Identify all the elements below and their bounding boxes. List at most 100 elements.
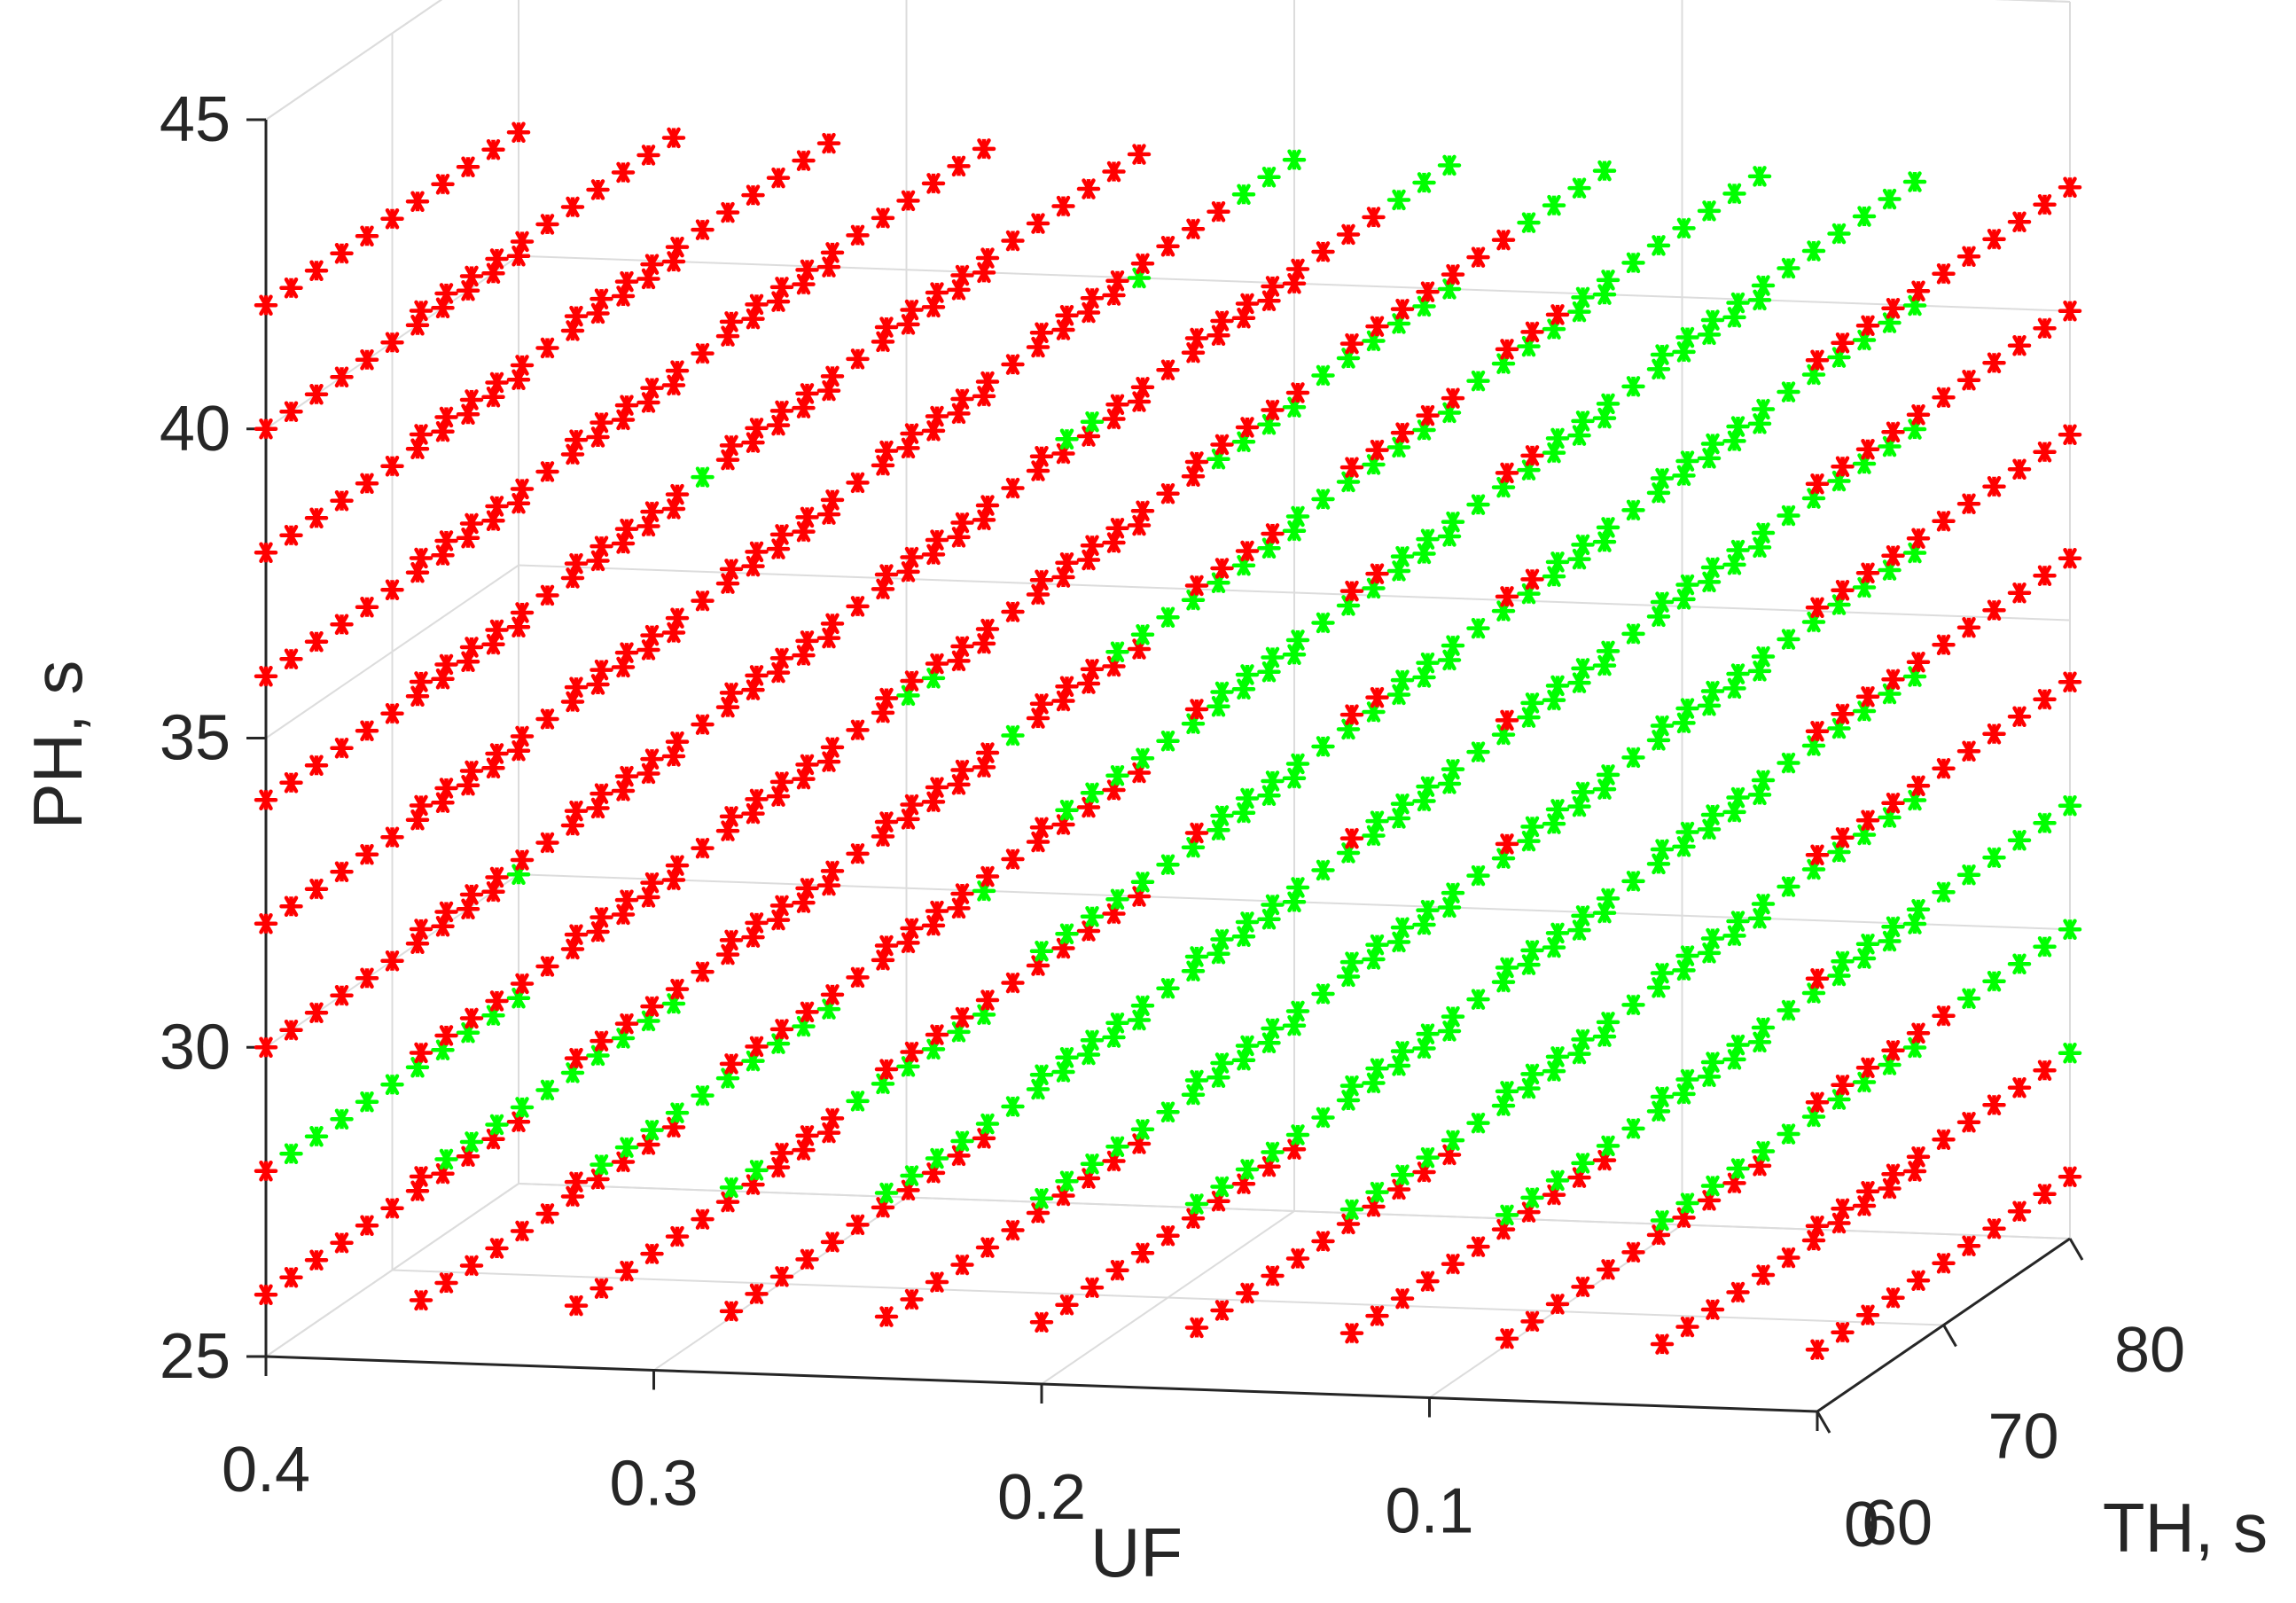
scatter-point (1055, 676, 1079, 698)
scatter-point (1210, 310, 1234, 332)
scatter-point (769, 524, 794, 545)
scatter-point (1311, 983, 1335, 1005)
scatter-point (1365, 1058, 1389, 1079)
scatter-point (1080, 1153, 1105, 1175)
scatter-point (1675, 945, 1699, 966)
scatter-point (950, 883, 974, 904)
scatter-point (614, 1260, 639, 1282)
scatter-point (1751, 1140, 1776, 1162)
scatter-point (2007, 706, 2032, 728)
scatter-point (950, 1130, 974, 1152)
scatter-point (1441, 1005, 1465, 1028)
scatter-point (1055, 551, 1079, 574)
scatter-point (1441, 1130, 1465, 1151)
scatter-point (925, 1271, 949, 1293)
scatter-point (355, 843, 379, 865)
scatter-point (355, 1091, 379, 1113)
scatter-point (304, 1249, 329, 1271)
scatter-point (925, 777, 949, 798)
scatter-point (380, 1074, 404, 1096)
scatter-point (409, 547, 433, 569)
scatter-point (1650, 839, 1675, 860)
scatter-point (1184, 699, 1209, 720)
scatter-point (1855, 685, 1880, 708)
scatter-point (1722, 183, 1746, 205)
scatter-point (1336, 223, 1361, 246)
scatter-point (355, 720, 379, 742)
scatter-point (1026, 213, 1050, 234)
scatter-point (1210, 681, 1234, 703)
scatter-point (2007, 1200, 2032, 1223)
scatter-point (665, 607, 690, 629)
scatter-point (1080, 1277, 1105, 1299)
scatter-point (560, 196, 585, 218)
scatter-point (1672, 217, 1696, 239)
scatter-point (1055, 304, 1079, 326)
scatter-point (1827, 223, 1851, 245)
scatter-point (1881, 1039, 1905, 1061)
scatter-point (459, 512, 484, 535)
scatter-point (355, 225, 379, 247)
scatter-point (1956, 369, 1981, 391)
scatter-point (1567, 177, 1591, 199)
scatter-point (2033, 1060, 2057, 1082)
scatter-point (925, 282, 949, 303)
scatter-point (459, 1255, 484, 1277)
scatter-point (874, 317, 899, 338)
scatter-point (950, 759, 974, 781)
scatter-point (1311, 612, 1335, 634)
scatter-point (846, 1091, 870, 1112)
scatter-point (2007, 334, 2032, 356)
scatter-point (614, 1137, 639, 1158)
scatter-point (1881, 669, 1905, 691)
scatter-point (1285, 753, 1310, 775)
scatter-point (485, 1238, 509, 1259)
scatter-point (355, 1215, 379, 1237)
scatter-point (1365, 934, 1389, 956)
scatter-point (1365, 563, 1389, 584)
scatter-point (1726, 786, 1750, 809)
scatter-point (1001, 354, 1025, 375)
scatter-point (691, 837, 715, 859)
scatter-point (1545, 1046, 1570, 1067)
scatter-point (431, 173, 455, 195)
scatter-point (846, 843, 870, 864)
scatter-point (1982, 599, 2006, 622)
scatter-point (795, 754, 819, 776)
scatter-point (1311, 1106, 1335, 1129)
axis-lines (246, 118, 2084, 1434)
grid-lines (265, 0, 2071, 1412)
scatter-point (304, 878, 329, 900)
scatter-point (745, 788, 769, 810)
scatter-point (380, 332, 404, 354)
scatter-point (691, 1208, 715, 1230)
scatter-point (820, 984, 845, 1005)
scatter-point (564, 924, 589, 945)
scatter-point (1700, 1052, 1725, 1073)
scatter-point (1831, 1074, 1855, 1096)
scatter-point (434, 530, 458, 551)
scatter-point (795, 259, 819, 281)
scatter-point (1416, 1146, 1440, 1169)
scatter-point (1466, 1112, 1490, 1134)
scatter-point (1235, 911, 1260, 933)
scatter-point (2058, 794, 2082, 817)
scatter-point (279, 895, 303, 918)
scatter-point (564, 429, 589, 450)
scatter-point (769, 895, 794, 917)
scatter-point (564, 552, 589, 575)
scatter-point (1751, 1264, 1776, 1286)
scatter-point (691, 342, 715, 364)
scatter-point (2033, 193, 2057, 215)
scatter-point (2033, 317, 2057, 340)
scatter-point (1831, 826, 1855, 848)
scatter-point (1700, 680, 1725, 702)
axis-labels: UF TH, s PH, s 25 30 35 40 45 0 0.1 0.2 0.3 0.4 60… (19, 84, 2268, 1591)
scatter-point (925, 1147, 949, 1169)
scatter-point (564, 1294, 589, 1317)
scatter-point (1932, 1129, 1956, 1151)
scatter-point (1285, 1000, 1310, 1022)
scatter-point (925, 529, 949, 551)
scatter-point (1878, 188, 1902, 210)
scatter-point (1029, 817, 1054, 839)
